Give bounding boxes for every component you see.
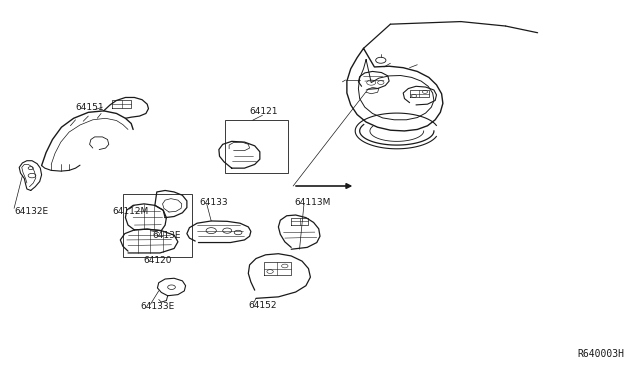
Text: 64133E: 64133E xyxy=(141,302,175,311)
Bar xyxy=(225,120,288,173)
Text: 64121: 64121 xyxy=(250,107,278,116)
Text: 64133: 64133 xyxy=(200,198,228,207)
Text: 6413E: 6413E xyxy=(152,231,181,240)
Text: 64152: 64152 xyxy=(248,301,277,310)
Text: 64120: 64120 xyxy=(143,256,172,265)
Text: 64151: 64151 xyxy=(76,103,104,112)
Bar xyxy=(123,194,192,257)
Text: 64132E: 64132E xyxy=(14,207,48,216)
Text: R640003H: R640003H xyxy=(577,349,624,359)
Text: 64112M: 64112M xyxy=(112,207,148,216)
Text: 64113M: 64113M xyxy=(294,198,331,207)
